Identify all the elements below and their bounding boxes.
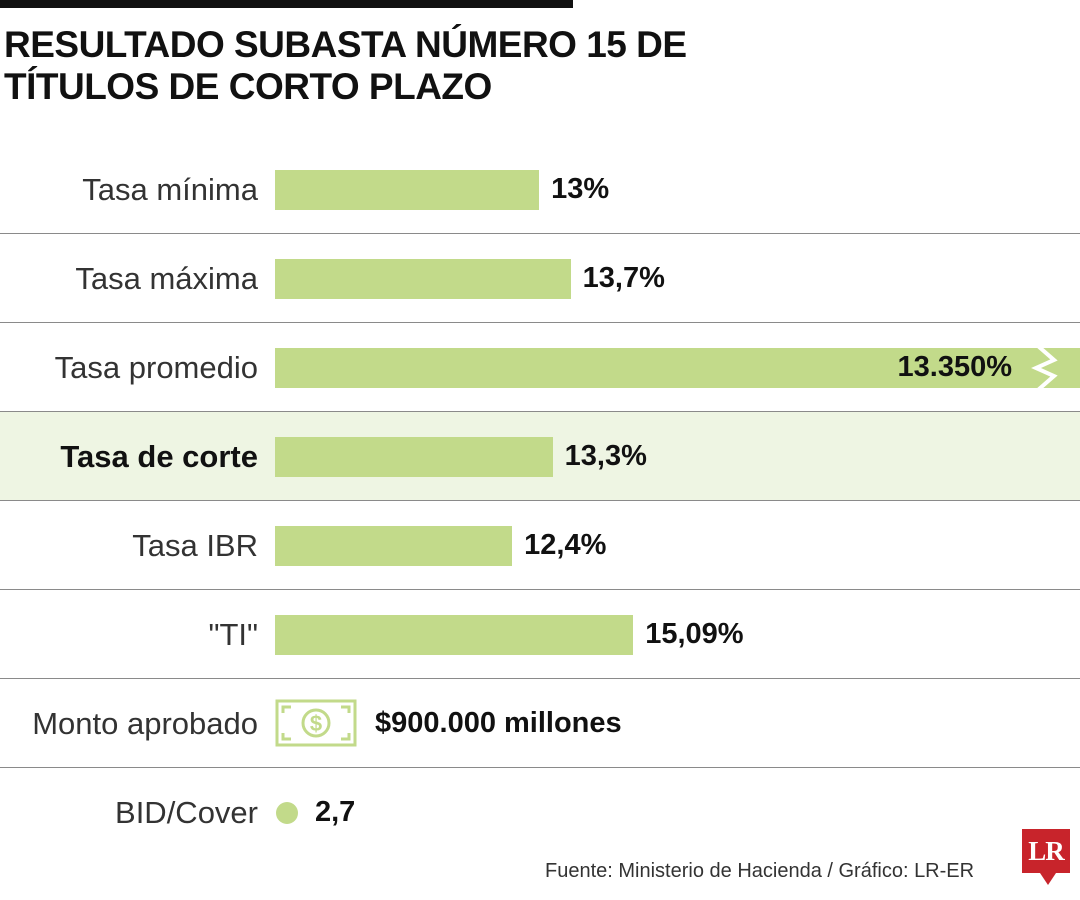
category-label: Tasa IBR (132, 528, 258, 563)
monto-value: $900.000 millones (375, 707, 622, 739)
bid-cover-label: BID/Cover (115, 795, 258, 830)
row-separator (0, 767, 1080, 768)
category-label: "TI" (208, 617, 258, 652)
monto-label: Monto aprobado (32, 706, 258, 741)
row-separator (0, 322, 1080, 323)
top-rule (0, 0, 573, 8)
chart-title: RESULTADO SUBASTA NÚMERO 15 DE TÍTULOS D… (4, 24, 687, 107)
bar (275, 348, 1080, 388)
row-separator (0, 411, 1080, 412)
money-bill-icon: $ (275, 699, 357, 747)
bar-row: Tasa máxima 13,7% (0, 234, 1080, 323)
bar-row: Tasa mínima 13% (0, 145, 1080, 234)
data-label: 13% (551, 173, 610, 205)
bid-cover-row: BID/Cover 2,7 (0, 768, 1080, 857)
svg-text:$: $ (310, 711, 322, 736)
bid-cover-value: 2,7 (315, 796, 356, 828)
bar (275, 170, 540, 210)
data-label: 13,3% (564, 440, 647, 472)
data-label: 13,7% (582, 262, 665, 294)
bid-cover-dot (276, 802, 298, 824)
axis-break-mark (1030, 348, 1070, 388)
bar (275, 615, 634, 655)
category-label: Tasa mínima (82, 172, 258, 207)
category-label: Tasa máxima (75, 261, 258, 296)
lr-logo: LR (1022, 829, 1070, 873)
logo-tail (1040, 873, 1056, 885)
row-separator (0, 233, 1080, 234)
category-label: Tasa promedio (54, 350, 258, 385)
bar-row: Tasa IBR 12,4% (0, 501, 1080, 590)
category-label: Tasa de corte (60, 439, 258, 474)
source-note: Fuente: Ministerio de Hacienda / Gráfico… (545, 860, 975, 882)
row-separator (0, 678, 1080, 679)
data-label: 13.350% (897, 351, 1013, 383)
bar-row: Tasa promedio 13.350% (0, 323, 1080, 412)
row-separator (0, 589, 1080, 590)
data-label: 15,09% (645, 618, 744, 650)
data-label: 12,4% (524, 529, 607, 561)
bar-row: "TI" 15,09% (0, 590, 1080, 679)
bar (275, 526, 513, 566)
bar (275, 437, 553, 477)
row-separator (0, 500, 1080, 501)
bar (275, 259, 571, 299)
monto-row: Monto aprobado $ $900.000 millones (0, 679, 1080, 768)
bar-row: Tasa de corte 13,3% (0, 412, 1080, 501)
